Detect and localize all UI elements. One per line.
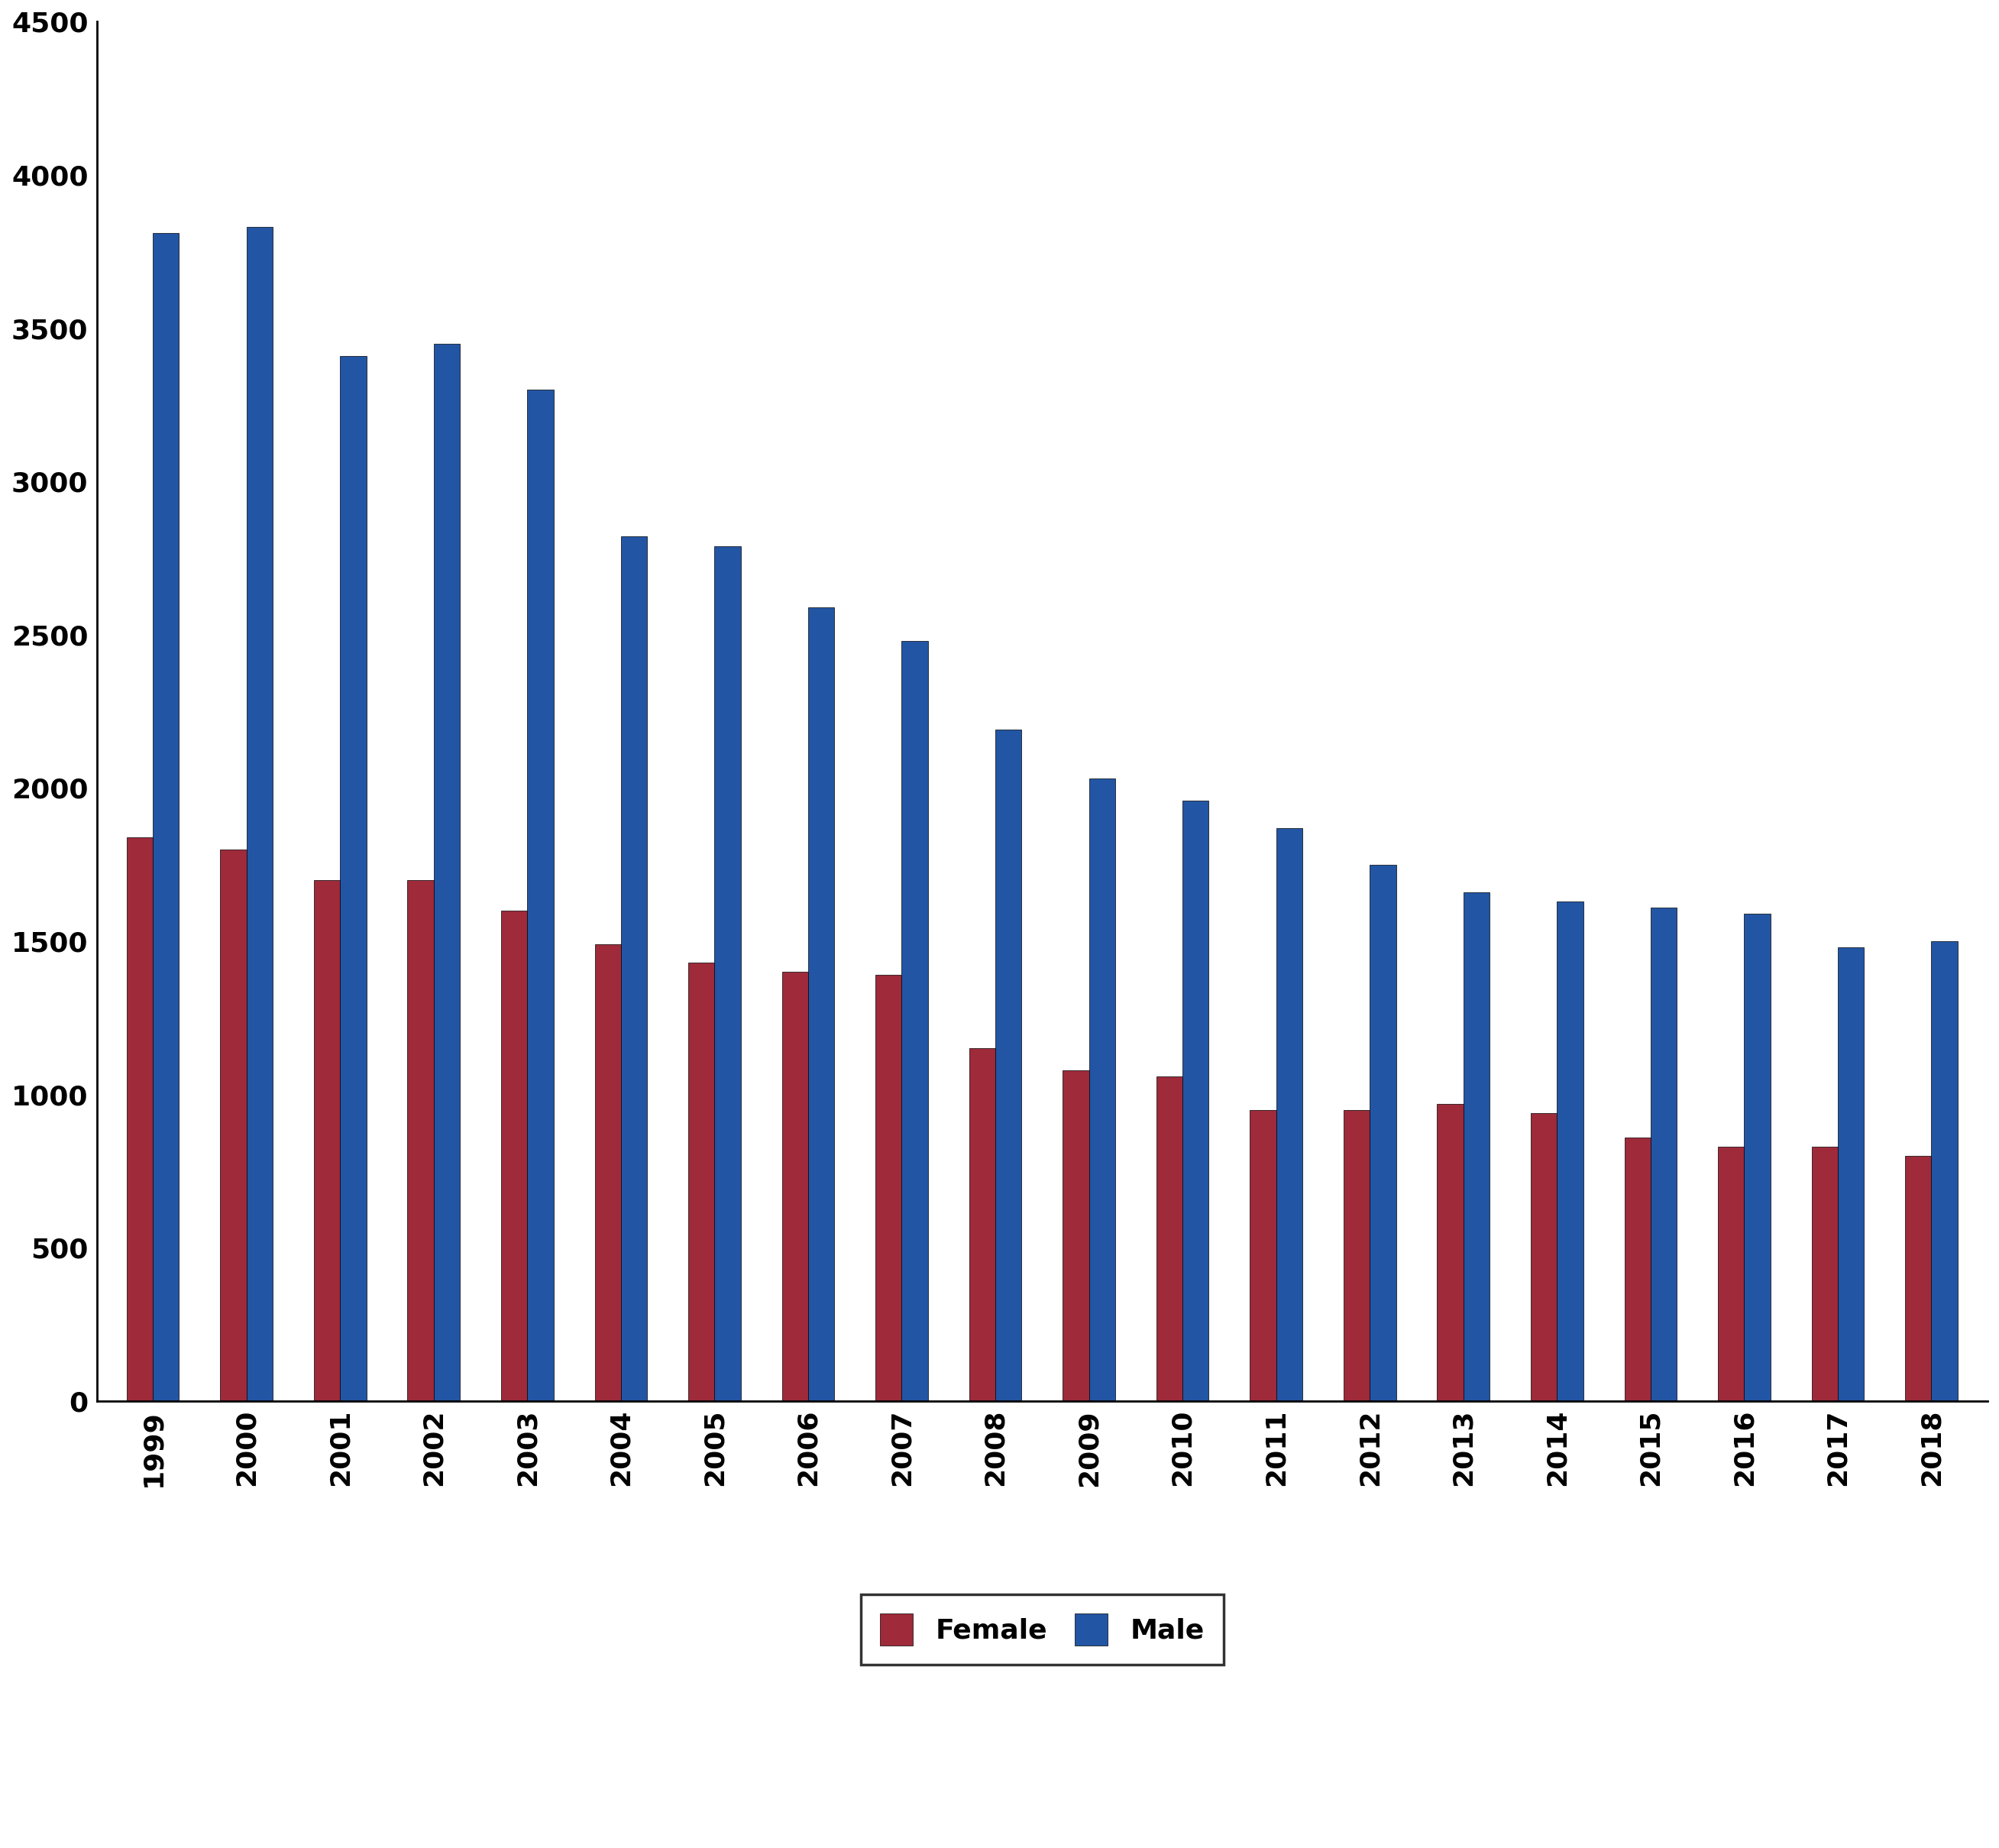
Bar xyxy=(1557,902,1583,1401)
Bar xyxy=(1625,1137,1651,1401)
Bar xyxy=(1531,1112,1557,1401)
Bar xyxy=(1651,907,1677,1401)
Bar xyxy=(246,227,272,1401)
Bar xyxy=(714,545,742,1401)
Bar xyxy=(126,837,152,1401)
Bar xyxy=(970,1048,996,1401)
Bar xyxy=(1437,1103,1463,1401)
Bar xyxy=(902,641,928,1401)
Bar xyxy=(314,880,340,1401)
Bar xyxy=(1931,941,1957,1401)
Bar xyxy=(220,850,246,1401)
Bar xyxy=(996,730,1021,1401)
Bar xyxy=(528,390,554,1401)
Bar xyxy=(782,972,808,1401)
Bar xyxy=(808,608,834,1401)
Bar xyxy=(1905,1155,1931,1401)
Bar xyxy=(408,880,434,1401)
Bar xyxy=(1745,913,1771,1401)
Legend: Female, Male: Female, Male xyxy=(862,1595,1223,1665)
Bar xyxy=(688,963,714,1401)
Bar xyxy=(1717,1146,1745,1401)
Bar xyxy=(1275,828,1303,1401)
Bar xyxy=(502,911,528,1401)
Bar xyxy=(1063,1070,1089,1401)
Bar xyxy=(1463,893,1489,1401)
Bar xyxy=(434,344,460,1401)
Bar xyxy=(622,536,648,1401)
Bar xyxy=(1837,948,1863,1401)
Bar xyxy=(1811,1146,1837,1401)
Bar xyxy=(1249,1111,1275,1401)
Bar xyxy=(1343,1111,1369,1401)
Bar xyxy=(1369,865,1395,1401)
Bar xyxy=(152,233,180,1401)
Bar xyxy=(1183,800,1209,1401)
Bar xyxy=(1155,1076,1183,1401)
Bar xyxy=(594,944,622,1401)
Bar xyxy=(1089,778,1115,1401)
Bar xyxy=(340,357,366,1401)
Bar xyxy=(876,976,902,1401)
